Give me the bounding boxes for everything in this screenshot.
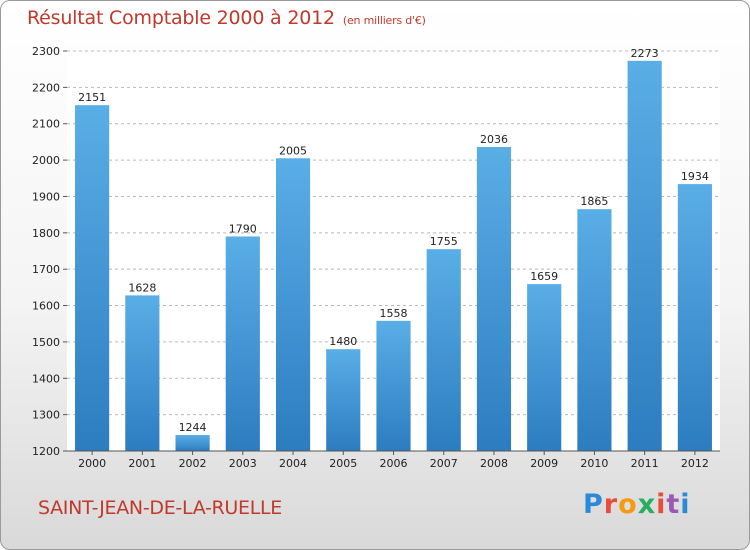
x-tick-label-2002: 2002 bbox=[179, 457, 207, 470]
value-label-2008: 2036 bbox=[480, 133, 508, 146]
x-tick-label-2003: 2003 bbox=[229, 457, 257, 470]
value-label-2007: 1755 bbox=[430, 235, 458, 248]
y-tick-label: 1600 bbox=[32, 300, 60, 313]
chart-title-text: Résultat Comptable 2000 à 2012 bbox=[27, 7, 335, 29]
bar-2009 bbox=[527, 284, 562, 451]
bars bbox=[75, 60, 712, 452]
logo-letter: i bbox=[680, 489, 691, 520]
value-label-2001: 1628 bbox=[128, 281, 156, 294]
y-tick-label: 1300 bbox=[32, 409, 60, 422]
value-labels: 2151 1628 1244 1790 2005 1480 1558 1755 2036 1659… bbox=[78, 47, 709, 434]
value-label-2003: 1790 bbox=[229, 222, 257, 235]
y-tick-label: 2100 bbox=[32, 118, 60, 131]
logo-letter: i bbox=[656, 489, 667, 520]
y-tick-label: 2300 bbox=[32, 45, 60, 58]
value-label-2006: 1558 bbox=[380, 307, 408, 320]
logo-letter: r bbox=[603, 489, 619, 520]
bar-2006 bbox=[376, 320, 411, 451]
logo-letter: P bbox=[583, 489, 604, 520]
bar-2011 bbox=[627, 60, 662, 452]
chart-subtitle: (en milliers d'€) bbox=[342, 14, 426, 27]
logo-letter: t bbox=[666, 489, 681, 520]
y-axis-ticks: 1200 1300 1400 1500 1600 1700 1800 1900 2000 2100… bbox=[32, 45, 67, 458]
value-label-2011: 2273 bbox=[631, 47, 659, 60]
bar-2008 bbox=[476, 147, 512, 451]
bar-2003 bbox=[225, 236, 260, 451]
bar-2002 bbox=[175, 435, 210, 451]
bar-2004 bbox=[275, 158, 311, 452]
x-tick-label-2005: 2005 bbox=[329, 457, 357, 470]
y-tick-label: 1800 bbox=[32, 227, 60, 240]
x-tick-label-2008: 2008 bbox=[480, 457, 508, 470]
value-label-2009: 1659 bbox=[530, 270, 558, 283]
value-label-2012: 1934 bbox=[681, 170, 709, 183]
chart-title: Résultat Comptable 2000 à 2012 (en millie… bbox=[27, 7, 426, 29]
value-label-2010: 1865 bbox=[580, 195, 608, 208]
y-tick-label: 1700 bbox=[32, 263, 60, 276]
x-axis-ticks: 2000 2001 2002 2003 2004 2005 2006 2007 2008 2009… bbox=[78, 451, 709, 470]
x-tick-label-2009: 2009 bbox=[530, 457, 558, 470]
x-tick-label-2001: 2001 bbox=[128, 457, 156, 470]
bar-2012 bbox=[677, 184, 712, 451]
value-label-2000: 2151 bbox=[78, 91, 106, 104]
commune-name: SAINT-JEAN-DE-LA-RUELLE bbox=[38, 497, 283, 519]
bar-2000 bbox=[75, 105, 110, 451]
bar-2010 bbox=[577, 209, 612, 451]
y-tick-label: 1900 bbox=[32, 190, 60, 203]
grid-lines bbox=[67, 50, 720, 452]
bar-2007 bbox=[426, 249, 461, 451]
logo-letter: x bbox=[637, 489, 657, 520]
y-tick-label: 1500 bbox=[32, 336, 60, 349]
value-label-2002: 1244 bbox=[179, 421, 207, 434]
y-tick-label: 2200 bbox=[32, 81, 60, 94]
proxiti-logo: Proxiti bbox=[583, 489, 691, 520]
x-tick-label-2011: 2011 bbox=[631, 457, 659, 470]
logo-letter: o bbox=[618, 489, 638, 520]
y-tick-label: 1400 bbox=[32, 372, 60, 385]
x-tick-label-2007: 2007 bbox=[430, 457, 458, 470]
bar-2005 bbox=[326, 349, 361, 451]
x-tick-label-2012: 2012 bbox=[681, 457, 709, 470]
y-tick-label: 2000 bbox=[32, 154, 60, 167]
x-tick-label-2006: 2006 bbox=[380, 457, 408, 470]
x-tick-label-2010: 2010 bbox=[580, 457, 608, 470]
bar-2001 bbox=[125, 295, 160, 451]
x-tick-label-2004: 2004 bbox=[279, 457, 307, 470]
value-label-2004: 2005 bbox=[279, 144, 307, 157]
y-tick-label: 1200 bbox=[32, 445, 60, 458]
value-label-2005: 1480 bbox=[329, 335, 357, 348]
x-tick-label-2000: 2000 bbox=[78, 457, 106, 470]
